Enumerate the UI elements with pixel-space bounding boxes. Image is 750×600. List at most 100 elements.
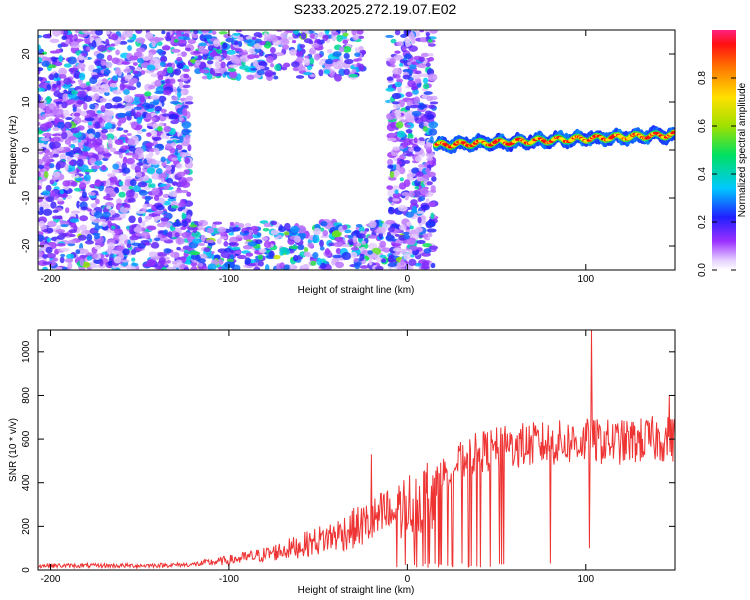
noise-blob bbox=[162, 185, 170, 191]
noise-blob bbox=[73, 112, 81, 117]
noise-blob bbox=[81, 30, 89, 34]
noise-blob bbox=[110, 43, 116, 47]
noise-blob bbox=[183, 36, 191, 41]
noise-blob bbox=[38, 164, 45, 169]
noise-blob bbox=[38, 94, 41, 102]
noise-blob bbox=[104, 122, 113, 129]
noise-blob bbox=[402, 74, 411, 80]
noise-blob bbox=[177, 62, 184, 69]
noise-blob bbox=[85, 46, 91, 51]
noise-blob bbox=[398, 182, 407, 190]
noise-blob bbox=[101, 128, 109, 134]
noise-blob bbox=[243, 39, 253, 44]
noise-blob bbox=[125, 152, 135, 156]
noise-blob bbox=[213, 39, 221, 47]
noise-blob bbox=[87, 128, 93, 135]
noise-blob bbox=[173, 68, 182, 76]
noise-blob bbox=[307, 65, 313, 71]
noise-blob bbox=[411, 110, 422, 117]
noise-blob bbox=[431, 175, 437, 182]
spectrogram-ylabel: Frequency (Hz) bbox=[8, 116, 19, 185]
noise-blob bbox=[419, 36, 427, 43]
noise-blob bbox=[88, 133, 95, 139]
y-tick-label: 600 bbox=[21, 430, 32, 447]
noise-blob bbox=[243, 230, 249, 234]
noise-blob bbox=[279, 262, 285, 269]
noise-blob bbox=[102, 115, 108, 120]
noise-blob bbox=[411, 205, 418, 214]
noise-blob bbox=[107, 242, 116, 250]
noise-blob bbox=[100, 60, 106, 66]
x-tick-label: -100 bbox=[219, 274, 239, 285]
noise-blob bbox=[79, 215, 89, 222]
noise-blob bbox=[155, 204, 165, 211]
noise-blob bbox=[163, 237, 169, 241]
noise-blob bbox=[56, 160, 67, 169]
noise-blob bbox=[42, 99, 47, 104]
noise-blob bbox=[391, 243, 401, 247]
noise-blob bbox=[250, 67, 258, 71]
noise-blob bbox=[351, 69, 357, 73]
noise-blob bbox=[111, 57, 120, 65]
noise-blob bbox=[151, 40, 156, 48]
noise-blob bbox=[408, 249, 413, 255]
noise-blob bbox=[165, 78, 172, 85]
noise-blob bbox=[232, 226, 241, 232]
noise-blob bbox=[402, 142, 408, 149]
noise-blob bbox=[160, 108, 167, 114]
noise-blob bbox=[95, 30, 103, 36]
noise-blob bbox=[183, 73, 190, 79]
noise-blob bbox=[293, 254, 299, 262]
y-tick-label: 0 bbox=[21, 147, 32, 153]
noise-blob bbox=[46, 227, 54, 234]
noise-blob bbox=[175, 144, 183, 151]
noise-blob bbox=[56, 198, 64, 202]
noise-blob bbox=[70, 41, 78, 47]
noise-blob bbox=[157, 41, 163, 47]
noise-blob bbox=[46, 237, 52, 243]
noise-blob bbox=[213, 55, 222, 61]
noise-blob bbox=[319, 239, 324, 248]
noise-blob bbox=[100, 105, 106, 113]
noise-blob bbox=[62, 30, 69, 36]
noise-blob bbox=[289, 48, 297, 56]
noise-blob bbox=[206, 239, 215, 243]
noise-blob bbox=[55, 48, 61, 54]
noise-blob bbox=[117, 120, 122, 127]
noise-blob bbox=[390, 64, 396, 68]
noise-blob bbox=[319, 262, 327, 269]
noise-blob bbox=[91, 253, 98, 259]
noise-blob bbox=[130, 108, 136, 117]
noise-blob bbox=[59, 153, 67, 161]
noise-blob bbox=[94, 160, 103, 166]
noise-blob bbox=[379, 254, 387, 258]
noise-blob bbox=[89, 157, 97, 164]
noise-blob bbox=[43, 170, 49, 179]
noise-blob bbox=[134, 165, 142, 174]
noise-blob bbox=[45, 184, 52, 192]
heatmap-feature-4 bbox=[432, 125, 675, 155]
noise-blob bbox=[223, 240, 229, 247]
noise-blob bbox=[335, 247, 342, 255]
noise-blob bbox=[304, 55, 310, 59]
noise-blob bbox=[400, 155, 407, 160]
noise-blob bbox=[200, 30, 210, 33]
noise-blob bbox=[408, 147, 415, 153]
noise-blob bbox=[131, 153, 139, 159]
noise-blob bbox=[392, 198, 400, 202]
noise-blob bbox=[212, 72, 223, 77]
noise-blob bbox=[403, 234, 410, 240]
noise-blob bbox=[123, 129, 129, 133]
noise-blob bbox=[64, 138, 72, 145]
noise-blob bbox=[68, 229, 77, 234]
figure-title: S233.2025.272.19.07.E02 bbox=[294, 1, 457, 17]
noise-blob bbox=[129, 55, 139, 61]
noise-blob bbox=[144, 195, 152, 202]
noise-blob bbox=[263, 240, 272, 249]
noise-blob bbox=[99, 85, 106, 89]
noise-blob bbox=[112, 75, 119, 82]
noise-blob bbox=[38, 234, 45, 242]
noise-blob bbox=[38, 170, 41, 178]
noise-blob bbox=[94, 131, 101, 139]
